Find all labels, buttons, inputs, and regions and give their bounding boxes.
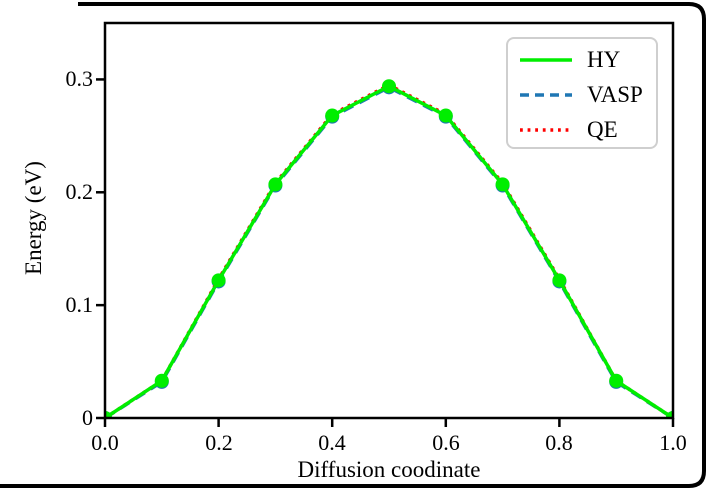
data-point-HY (268, 177, 283, 192)
data-point-HY (105, 411, 112, 418)
data-point-HY (211, 273, 226, 288)
data-point-HY (666, 411, 673, 418)
x-tick-label-0.0: 0.0 (91, 430, 119, 455)
data-point-HY (552, 273, 567, 288)
legend-label-qe: QE (587, 116, 618, 142)
y-tick-label-0.3: 0.3 (65, 66, 94, 91)
data-point-HY (438, 108, 453, 123)
legend-label-vasp: VASP (587, 81, 643, 107)
data-point-HY (382, 79, 396, 94)
plot-area (105, 79, 673, 418)
legend-item-vasp: VASP (518, 77, 656, 112)
legend: HY VASP QE (506, 37, 658, 149)
data-point-HY (325, 108, 340, 123)
x-tick-label-0.8: 0.8 (545, 430, 573, 455)
data-point-HY (154, 373, 169, 388)
legend-line-solid-icon (520, 57, 572, 62)
y-tick-label-0.1: 0.1 (65, 292, 94, 317)
legend-line-dashed-icon (520, 92, 572, 97)
y-tick-label-0: 0 (82, 405, 93, 430)
axes-spines (103, 21, 675, 420)
x-tick-label-0.2: 0.2 (205, 430, 233, 455)
legend-item-qe: QE (518, 112, 656, 147)
x-tick-label-0.6: 0.6 (432, 430, 460, 455)
legend-item-hy: HY (518, 42, 656, 77)
y-axis-title: Energy (eV) (21, 161, 46, 275)
x-axis-title: Diffusion coodinate (297, 457, 481, 482)
data-point-HY (495, 177, 510, 192)
data-point-HY (609, 373, 624, 388)
figure-frame (0, 2, 706, 488)
legend-line-dotted-icon (520, 127, 572, 132)
x-tick-label-0.4: 0.4 (318, 430, 346, 455)
x-tick-label-1.0: 1.0 (659, 430, 687, 455)
y-tick-label-0.2: 0.2 (65, 179, 94, 204)
legend-label-hy: HY (587, 46, 621, 72)
